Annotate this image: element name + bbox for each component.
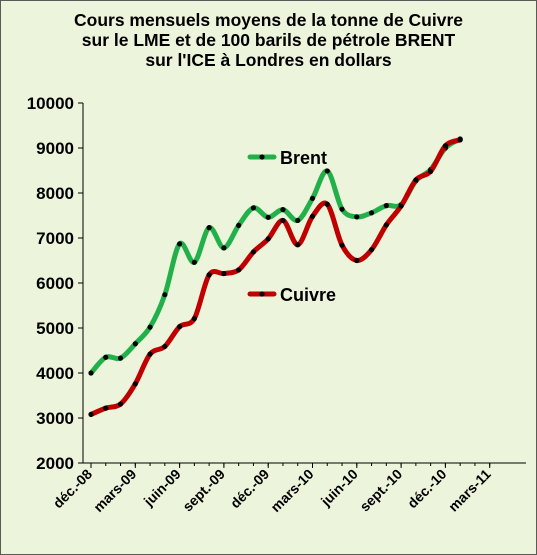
- data-point-brent: [309, 195, 316, 201]
- data-point-brent: [132, 341, 138, 347]
- data-point-brent: [339, 206, 345, 212]
- data-point-cuivre: [88, 411, 94, 417]
- data-point-brent: [265, 214, 271, 220]
- data-point-brent: [147, 324, 153, 330]
- chart-title-line-2: sur le LME et de 100 barils de pétrole B…: [81, 30, 456, 50]
- data-point-brent: [88, 370, 94, 376]
- y-tick-label: 2000: [36, 454, 74, 473]
- data-point-brent: [206, 225, 212, 231]
- data-point-cuivre: [339, 242, 345, 248]
- data-point-cuivre: [132, 381, 138, 387]
- x-tick-label: sept.-10: [356, 466, 405, 515]
- x-tick-label: sept.-09: [179, 466, 228, 515]
- data-point-brent: [295, 217, 301, 224]
- series-cuivre: [88, 137, 463, 417]
- y-tick-label: 6000: [36, 274, 74, 293]
- data-point-brent: [162, 292, 168, 298]
- y-tick-label: 9000: [36, 139, 74, 158]
- legend-item-brent: Brent: [247, 148, 327, 168]
- data-point-cuivre: [147, 351, 153, 357]
- series-layer: [88, 136, 463, 417]
- y-tick-label: 3000: [36, 409, 74, 428]
- series-line-cuivre: [88, 137, 463, 417]
- data-point-cuivre: [309, 213, 316, 219]
- y-tick-label: 10000: [27, 94, 74, 113]
- data-point-cuivre: [103, 405, 109, 411]
- data-point-cuivre: [354, 257, 360, 264]
- data-point-brent: [383, 203, 389, 209]
- data-point-brent: [191, 259, 197, 265]
- data-point-brent: [280, 207, 286, 213]
- data-point-brent: [236, 222, 242, 228]
- data-point-cuivre: [162, 343, 168, 350]
- data-point-cuivre: [265, 236, 271, 242]
- x-tick-label: déc.-09: [227, 466, 273, 512]
- data-point-brent: [221, 245, 227, 251]
- data-point-cuivre: [457, 137, 463, 143]
- series-brent: [88, 136, 463, 376]
- legend-label-cuivre: Cuivre: [280, 285, 336, 305]
- data-point-cuivre: [295, 242, 301, 248]
- legend-item-cuivre: Cuivre: [247, 285, 336, 305]
- x-tick-label: mars-11: [445, 466, 494, 515]
- data-point-cuivre: [324, 201, 330, 207]
- data-point-brent: [368, 210, 375, 216]
- legend-label-brent: Brent: [280, 148, 327, 168]
- data-point-cuivre: [413, 177, 419, 183]
- chart-title-line-1: Cours mensuels moyens de la tonne de Cui…: [74, 10, 463, 30]
- y-tick-label: 8000: [36, 184, 74, 203]
- x-tick-label: juin-09: [140, 466, 184, 510]
- data-point-brent: [177, 241, 183, 247]
- x-tick-label: déc.-10: [404, 466, 450, 512]
- data-point-cuivre: [398, 203, 404, 209]
- x-tick-label: mars-10: [267, 466, 316, 515]
- data-point-brent: [250, 205, 257, 211]
- x-tick-label: mars-09: [90, 466, 139, 515]
- data-point-brent: [117, 355, 124, 361]
- x-tick-label: juin-10: [317, 466, 361, 510]
- series-line-brent: [88, 136, 463, 376]
- data-point-brent: [354, 214, 360, 220]
- data-point-cuivre: [236, 267, 242, 273]
- data-point-cuivre: [442, 143, 448, 149]
- chart-title: Cours mensuels moyens de la tonne de Cui…: [0, 10, 537, 70]
- y-tick-label: 4000: [36, 364, 74, 383]
- data-point-cuivre: [250, 249, 257, 255]
- data-point-cuivre: [117, 401, 124, 407]
- data-point-cuivre: [221, 270, 227, 277]
- data-point-cuivre: [206, 272, 212, 278]
- legend-marker-cuivre: [259, 291, 265, 297]
- data-point-cuivre: [191, 315, 197, 322]
- data-point-brent: [324, 168, 330, 174]
- data-point-cuivre: [368, 247, 375, 253]
- data-point-cuivre: [280, 217, 286, 224]
- chart-title-line-3: sur l'ICE à Londres en dollars: [145, 50, 392, 70]
- data-point-cuivre: [177, 324, 183, 330]
- legend-marker-brent: [259, 154, 265, 160]
- data-point-brent: [103, 354, 109, 360]
- y-tick-label: 5000: [36, 319, 74, 338]
- y-tick-label: 7000: [36, 229, 74, 248]
- legend: Brent Cuivre: [247, 148, 336, 305]
- data-point-cuivre: [428, 168, 434, 174]
- data-point-cuivre: [383, 222, 389, 228]
